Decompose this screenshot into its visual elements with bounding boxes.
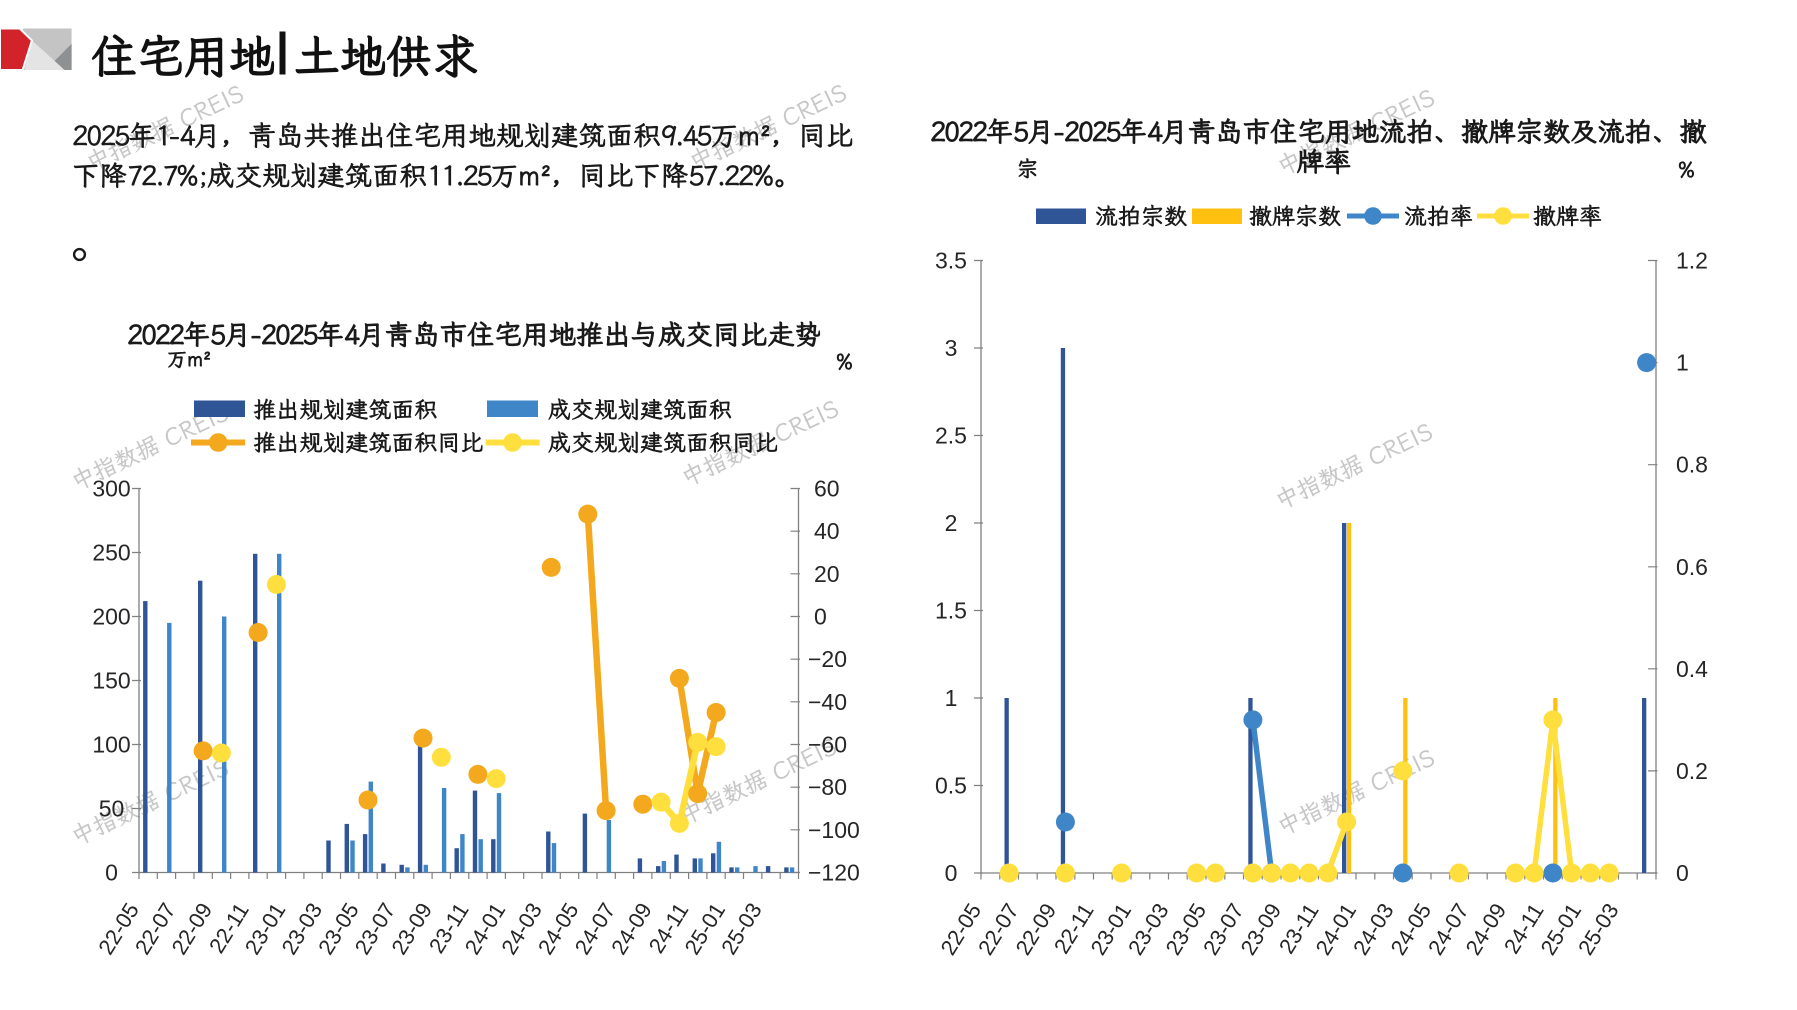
svg-text:0: 0 xyxy=(105,860,118,886)
svg-text:−40: −40 xyxy=(808,689,847,715)
svg-text:0: 0 xyxy=(1676,860,1689,886)
svg-text:250: 250 xyxy=(92,540,130,566)
svg-text:50: 50 xyxy=(99,796,125,822)
svg-text:100: 100 xyxy=(92,732,130,758)
svg-text:3.5: 3.5 xyxy=(935,248,967,274)
svg-text:20: 20 xyxy=(814,561,840,587)
svg-text:300: 300 xyxy=(92,476,130,502)
svg-text:40: 40 xyxy=(814,518,840,544)
svg-text:2: 2 xyxy=(945,510,958,536)
svg-text:1: 1 xyxy=(945,685,958,711)
svg-text:0.8: 0.8 xyxy=(1676,452,1708,478)
svg-text:200: 200 xyxy=(92,604,130,630)
svg-text:−60: −60 xyxy=(808,732,847,758)
svg-text:150: 150 xyxy=(92,668,130,694)
svg-text:2.5: 2.5 xyxy=(935,423,967,449)
svg-text:3: 3 xyxy=(945,335,958,361)
svg-text:−120: −120 xyxy=(808,860,860,886)
svg-text:0.4: 0.4 xyxy=(1676,656,1708,682)
svg-text:60: 60 xyxy=(814,476,840,502)
svg-text:0.5: 0.5 xyxy=(935,773,967,799)
svg-text:−80: −80 xyxy=(808,774,847,800)
svg-text:0.2: 0.2 xyxy=(1676,758,1708,784)
svg-text:1.5: 1.5 xyxy=(935,598,967,624)
svg-text:0: 0 xyxy=(945,860,958,886)
svg-text:0: 0 xyxy=(814,604,827,630)
svg-text:1.2: 1.2 xyxy=(1676,248,1708,274)
svg-text:−20: −20 xyxy=(808,646,847,672)
svg-text:0.6: 0.6 xyxy=(1676,554,1708,580)
svg-text:1: 1 xyxy=(1676,350,1689,376)
svg-text:−100: −100 xyxy=(808,817,860,843)
